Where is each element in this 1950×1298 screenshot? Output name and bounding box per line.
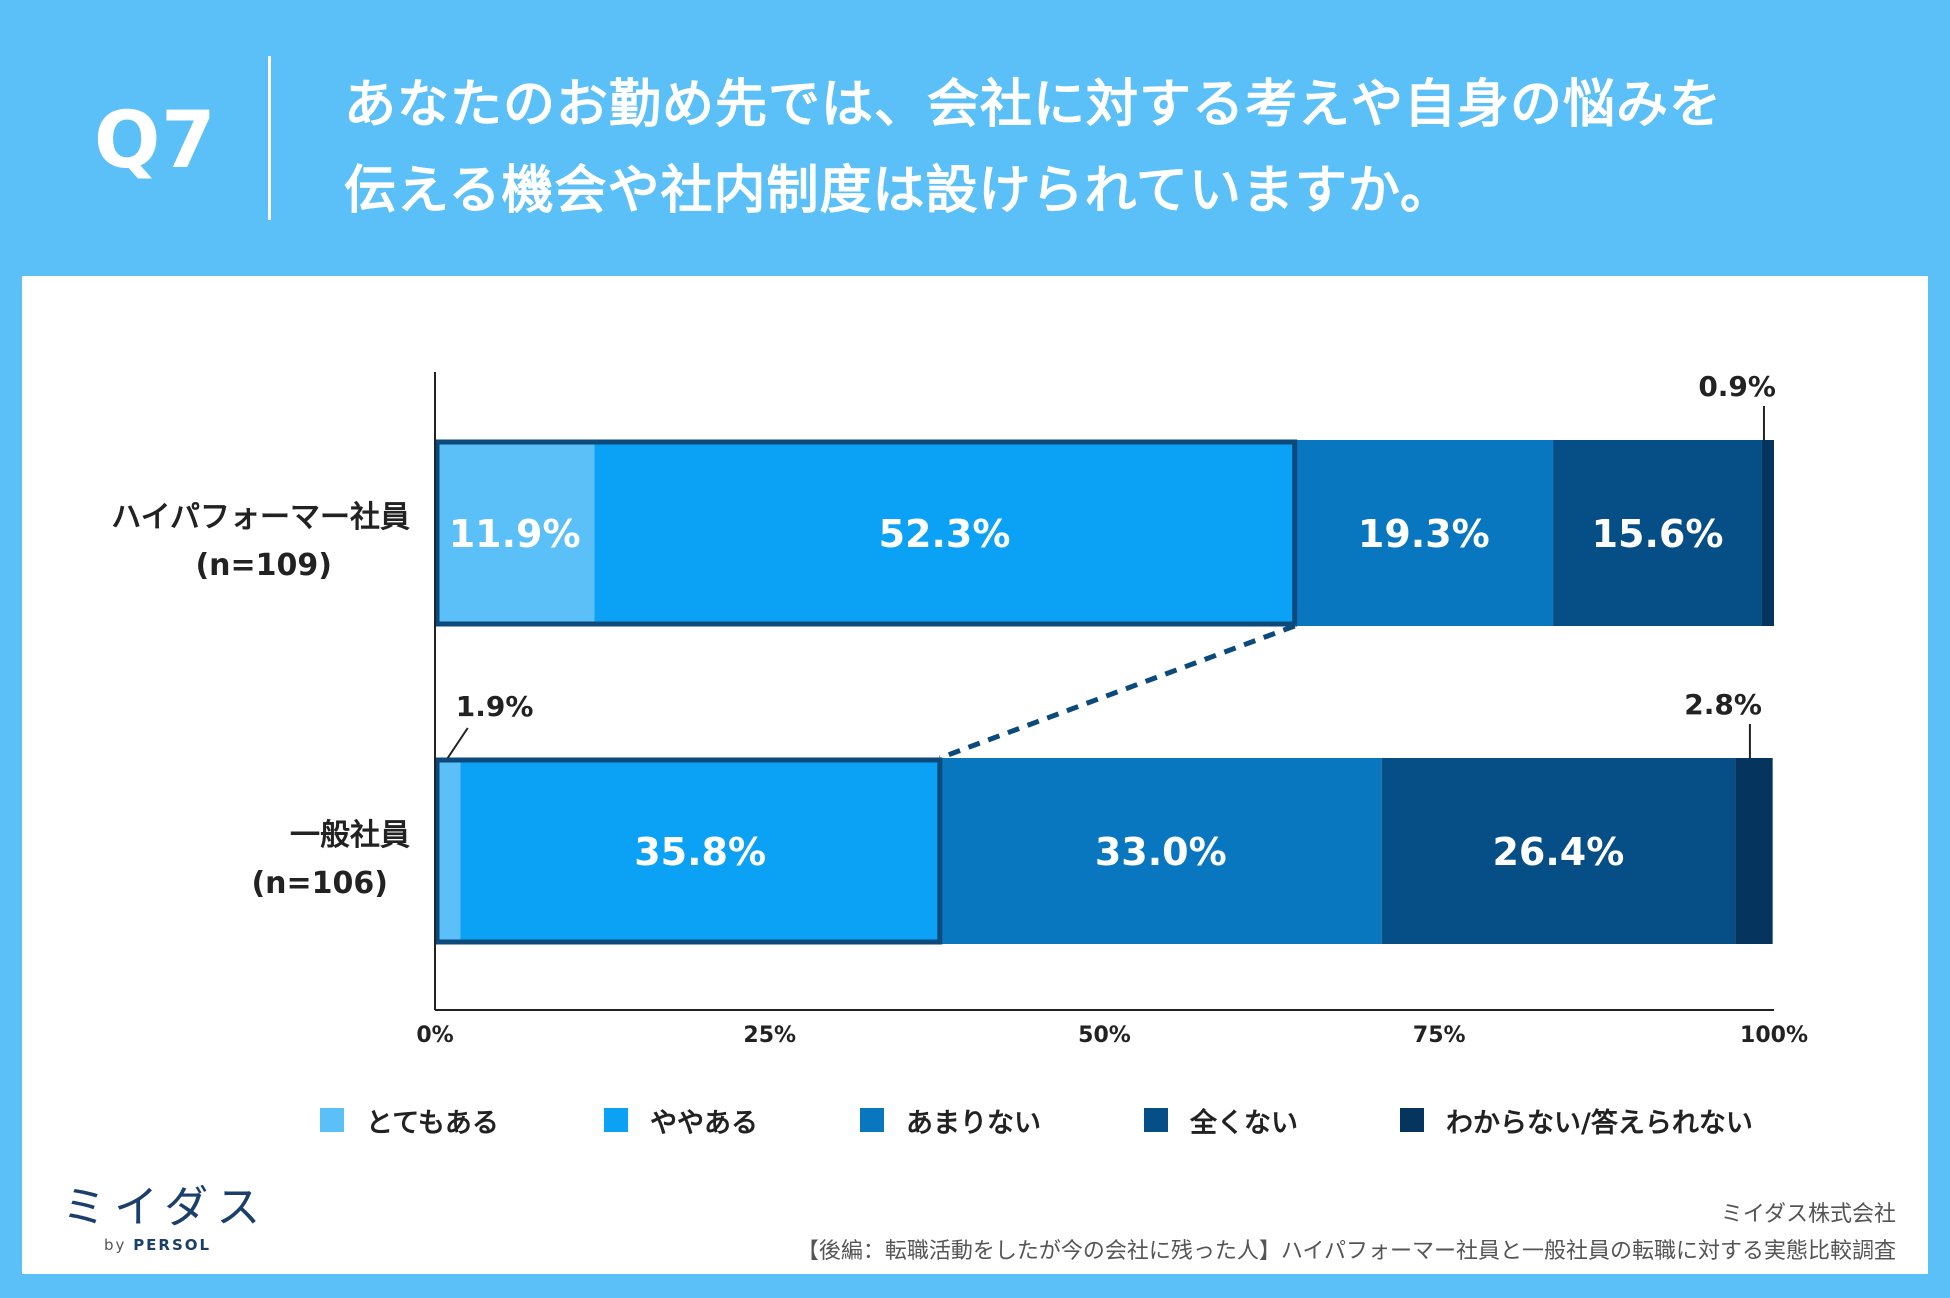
category-label: 一般社員 bbox=[290, 818, 410, 853]
bar-segment bbox=[1553, 440, 1762, 626]
highlight-box bbox=[434, 439, 1298, 627]
data-label: 11.9% bbox=[449, 512, 581, 556]
question-header: Q7 あなたのお勤め先では、会社に対する考えや自身の悩みを 伝える機会や社内制度… bbox=[0, 0, 1950, 276]
callout-label: 0.9% bbox=[1698, 370, 1776, 403]
bar-segment bbox=[1294, 440, 1554, 626]
logo-by: by bbox=[104, 1236, 127, 1254]
header-divider bbox=[268, 56, 271, 220]
x-tick-label: 50% bbox=[1078, 1023, 1131, 1048]
bar-segment bbox=[1381, 758, 1736, 944]
legend-swatch bbox=[1400, 1108, 1424, 1132]
data-label: 52.3% bbox=[879, 512, 1011, 556]
category-n-label: (n=106) bbox=[251, 866, 388, 901]
x-tick-label: 75% bbox=[1413, 1023, 1466, 1048]
bar-segment bbox=[435, 440, 595, 626]
legend-label: あまりない bbox=[906, 1107, 1041, 1139]
legend-item: わからない/答えられない bbox=[1400, 1104, 1753, 1139]
bar-segment bbox=[1735, 758, 1773, 944]
legend-swatch bbox=[1144, 1108, 1168, 1132]
callout-line bbox=[446, 727, 469, 759]
company-name: ミイダス株式会社 bbox=[1720, 1202, 1896, 1227]
legend-item: あまりない bbox=[860, 1104, 1041, 1139]
question-text-line2: 伝える機会や社内制度は設けられていますか。 bbox=[344, 161, 1453, 221]
question-number: Q7 bbox=[94, 96, 217, 186]
legend-item: とてもある bbox=[320, 1104, 499, 1139]
logo-wordmark: ミイダス bbox=[62, 1182, 269, 1233]
survey-title: 【後編：転職活動をしたが今の会社に残った人】ハイパフォーマー社員と一般社員の転職… bbox=[796, 1239, 1896, 1264]
legend-item: 全くない bbox=[1144, 1104, 1298, 1139]
callout-label: 1.9% bbox=[456, 690, 534, 723]
logo-byline: by PERSOL bbox=[62, 1236, 268, 1254]
category-label: ハイパフォーマー社員 bbox=[111, 500, 410, 535]
legend-swatch bbox=[860, 1108, 884, 1132]
data-label: 19.3% bbox=[1358, 512, 1490, 556]
legend-swatch bbox=[604, 1108, 628, 1132]
legend-swatch bbox=[320, 1108, 344, 1132]
question-text-line1: あなたのお勤め先では、会社に対する考えや自身の悩みを bbox=[344, 75, 1723, 135]
data-label: 35.8% bbox=[634, 830, 766, 874]
highlight-box bbox=[434, 757, 943, 945]
legend-label: 全くない bbox=[1190, 1107, 1298, 1139]
legend-label: わからない/答えられない bbox=[1446, 1107, 1753, 1139]
miidas-logo: ミイダス by PERSOL bbox=[62, 1182, 269, 1255]
legend-label: ややある bbox=[650, 1107, 758, 1139]
bar-segment bbox=[594, 440, 1295, 626]
x-tick-label: 100% bbox=[1740, 1023, 1808, 1048]
legend-label: とてもある bbox=[366, 1107, 499, 1139]
bar-segment bbox=[460, 758, 940, 944]
data-label: 33.0% bbox=[1095, 830, 1227, 874]
category-n-label: (n=109) bbox=[195, 548, 332, 583]
callout-label: 2.8% bbox=[1684, 688, 1762, 721]
data-label: 15.6% bbox=[1592, 512, 1724, 556]
x-tick-label: 25% bbox=[743, 1023, 796, 1048]
bar-segment bbox=[1761, 440, 1774, 626]
x-tick-label: 0% bbox=[416, 1023, 453, 1048]
data-label: 26.4% bbox=[1492, 830, 1624, 874]
logo-brand: PERSOL bbox=[133, 1236, 212, 1254]
legend-item: ややある bbox=[604, 1104, 758, 1139]
bar-segment bbox=[939, 758, 1382, 944]
highlight-connector bbox=[938, 623, 1296, 761]
